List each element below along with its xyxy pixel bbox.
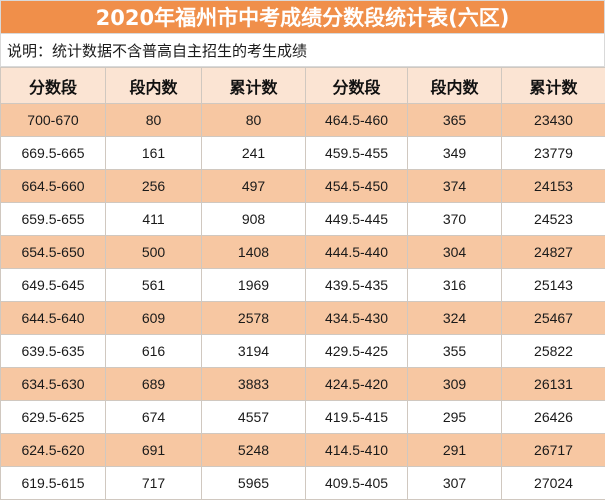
cell-cumulative: 908: [201, 202, 306, 236]
cell-score-range: 464.5-460: [305, 103, 408, 137]
table-row: 664.5-660 256 497 454.5-450 374 24153: [0, 169, 605, 203]
cell-cumulative: 5965: [201, 466, 306, 500]
cell-cumulative: 2578: [201, 301, 306, 335]
cell-score-range: 459.5-455: [305, 136, 408, 170]
cell-score-range: 429.5-425: [305, 334, 408, 368]
cell-cumulative: 24827: [501, 235, 605, 269]
table-row: 649.5-645 561 1969 439.5-435 316 25143: [0, 268, 605, 302]
cell-cumulative: 3194: [201, 334, 306, 368]
cell-count: 309: [407, 367, 502, 401]
table-row: 644.5-640 609 2578 434.5-430 324 25467: [0, 301, 605, 335]
table-row: 629.5-625 674 4557 419.5-415 295 26426: [0, 400, 605, 434]
cell-count: 355: [407, 334, 502, 368]
table-header-row: 分数段 段内数 累计数 分数段 段内数 累计数: [0, 67, 605, 104]
cell-cumulative: 25143: [501, 268, 605, 302]
cell-count: 316: [407, 268, 502, 302]
cell-cumulative: 26426: [501, 400, 605, 434]
cell-count: 80: [105, 103, 202, 137]
cell-score-range: 449.5-445: [305, 202, 408, 236]
header-score-range-left: 分数段: [0, 67, 106, 104]
cell-score-range: 659.5-655: [0, 202, 106, 236]
cell-score-range: 639.5-635: [0, 334, 106, 368]
cell-cumulative: 24153: [501, 169, 605, 203]
cell-score-range: 424.5-420: [305, 367, 408, 401]
cell-count: 324: [407, 301, 502, 335]
cell-cumulative: 3883: [201, 367, 306, 401]
cell-cumulative: 23430: [501, 103, 605, 137]
table-row: 700-670 80 80 464.5-460 365 23430: [0, 103, 605, 137]
cell-count: 370: [407, 202, 502, 236]
cell-score-range: 634.5-630: [0, 367, 106, 401]
cell-cumulative: 26131: [501, 367, 605, 401]
cell-score-range: 454.5-450: [305, 169, 408, 203]
table-row: 624.5-620 691 5248 414.5-410 291 26717: [0, 433, 605, 467]
cell-score-range: 669.5-665: [0, 136, 106, 170]
cell-count: 256: [105, 169, 202, 203]
cell-cumulative: 23779: [501, 136, 605, 170]
cell-count: 717: [105, 466, 202, 500]
cell-cumulative: 497: [201, 169, 306, 203]
cell-score-range: 654.5-650: [0, 235, 106, 269]
cell-count: 304: [407, 235, 502, 269]
header-score-range-right: 分数段: [305, 67, 408, 104]
cell-score-range: 624.5-620: [0, 433, 106, 467]
cell-cumulative: 5248: [201, 433, 306, 467]
cell-score-range: 649.5-645: [0, 268, 106, 302]
cell-score-range: 629.5-625: [0, 400, 106, 434]
cell-cumulative: 1408: [201, 235, 306, 269]
table-row: 639.5-635 616 3194 429.5-425 355 25822: [0, 334, 605, 368]
cell-score-range: 619.5-615: [0, 466, 106, 500]
cell-count: 609: [105, 301, 202, 335]
score-distribution-table: 分数段 段内数 累计数 分数段 段内数 累计数 700-670 80 80 464.5…: [0, 67, 605, 500]
table-row: 669.5-665 161 241 459.5-455 349 23779: [0, 136, 605, 170]
header-cumulative-right: 累计数: [501, 67, 605, 104]
cell-count: 500: [105, 235, 202, 269]
cell-cumulative: 24523: [501, 202, 605, 236]
cell-cumulative: 80: [201, 103, 306, 137]
cell-cumulative: 1969: [201, 268, 306, 302]
cell-count: 161: [105, 136, 202, 170]
cell-score-range: 664.5-660: [0, 169, 106, 203]
cell-count: 295: [407, 400, 502, 434]
cell-count: 365: [407, 103, 502, 137]
cell-score-range: 439.5-435: [305, 268, 408, 302]
cell-count: 674: [105, 400, 202, 434]
table-row: 659.5-655 411 908 449.5-445 370 24523: [0, 202, 605, 236]
cell-score-range: 444.5-440: [305, 235, 408, 269]
table-row: 619.5-615 717 5965 409.5-405 307 27024: [0, 466, 605, 500]
table-body: 700-670 80 80 464.5-460 365 23430 669.5-665 161…: [0, 103, 605, 500]
table-row: 634.5-630 689 3883 424.5-420 309 26131: [0, 367, 605, 401]
cell-cumulative: 27024: [501, 466, 605, 500]
cell-score-range: 414.5-410: [305, 433, 408, 467]
cell-score-range: 434.5-430: [305, 301, 408, 335]
cell-count: 689: [105, 367, 202, 401]
cell-count: 349: [407, 136, 502, 170]
cell-cumulative: 25467: [501, 301, 605, 335]
table-note: 说明：统计数据不含普高自主招生的考生成绩: [0, 34, 605, 67]
header-cumulative-left: 累计数: [201, 67, 306, 104]
cell-score-range: 644.5-640: [0, 301, 106, 335]
cell-count: 291: [407, 433, 502, 467]
cell-count: 411: [105, 202, 202, 236]
cell-cumulative: 25822: [501, 334, 605, 368]
cell-count: 616: [105, 334, 202, 368]
cell-count: 374: [407, 169, 502, 203]
cell-count: 691: [105, 433, 202, 467]
cell-cumulative: 241: [201, 136, 306, 170]
cell-cumulative: 4557: [201, 400, 306, 434]
table-title: 2020年福州市中考成绩分数段统计表(六区): [0, 0, 605, 34]
cell-score-range: 409.5-405: [305, 466, 408, 500]
cell-cumulative: 26717: [501, 433, 605, 467]
header-count-left: 段内数: [105, 67, 202, 104]
header-count-right: 段内数: [407, 67, 502, 104]
cell-score-range: 700-670: [0, 103, 106, 137]
cell-count: 307: [407, 466, 502, 500]
cell-score-range: 419.5-415: [305, 400, 408, 434]
table-row: 654.5-650 500 1408 444.5-440 304 24827: [0, 235, 605, 269]
cell-count: 561: [105, 268, 202, 302]
